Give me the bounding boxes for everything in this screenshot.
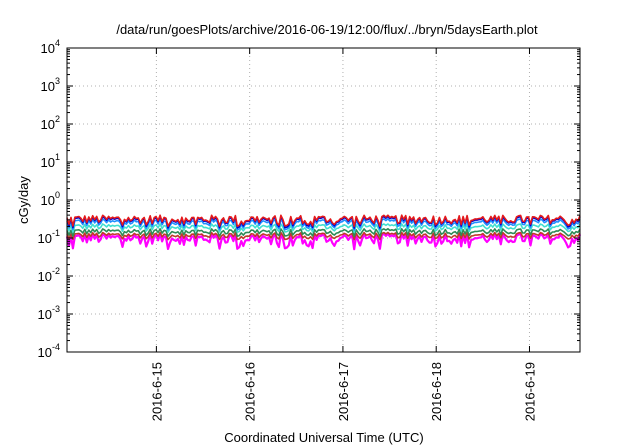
y-tick-label: 101 (41, 152, 60, 170)
grid (67, 48, 580, 352)
y-tick-label: 100 (41, 190, 60, 208)
y-tick-label: 104 (41, 38, 60, 56)
series-line (66, 231, 581, 241)
y-axis-label: cGy/day (16, 176, 31, 224)
y-tick-label: 10-2 (38, 266, 60, 284)
y-tick-label: 10-4 (38, 342, 60, 360)
series-line (65, 232, 582, 251)
series-group (65, 214, 582, 251)
y-tick-label: 103 (41, 76, 60, 94)
series-line (66, 228, 581, 238)
x-axis: 2016-6-15 2016-6-16 2016-6-17 2016-6-18 2016… (149, 48, 537, 421)
series-line (66, 214, 581, 228)
y-tick-label: 10-1 (38, 228, 60, 246)
x-tick-label: 2016-6-18 (429, 362, 444, 421)
chart-title: /data/run/goesPlots/archive/2016-06-19/1… (116, 22, 538, 37)
x-tick-label: 2016-6-15 (149, 362, 164, 421)
series-line (66, 223, 581, 234)
series-line (66, 218, 581, 231)
y-axis: 10-4 10-3 10-2 10-1 100 101 102 103 104 (38, 38, 580, 360)
x-tick-label: 2016-6-19 (522, 362, 537, 421)
y-tick-label: 10-3 (38, 304, 60, 322)
y-tick-label: 102 (41, 114, 60, 132)
x-tick-label: 2016-6-17 (336, 362, 351, 421)
x-tick-label: 2016-6-16 (243, 362, 258, 421)
x-axis-label: Coordinated Universal Time (UTC) (224, 430, 423, 445)
